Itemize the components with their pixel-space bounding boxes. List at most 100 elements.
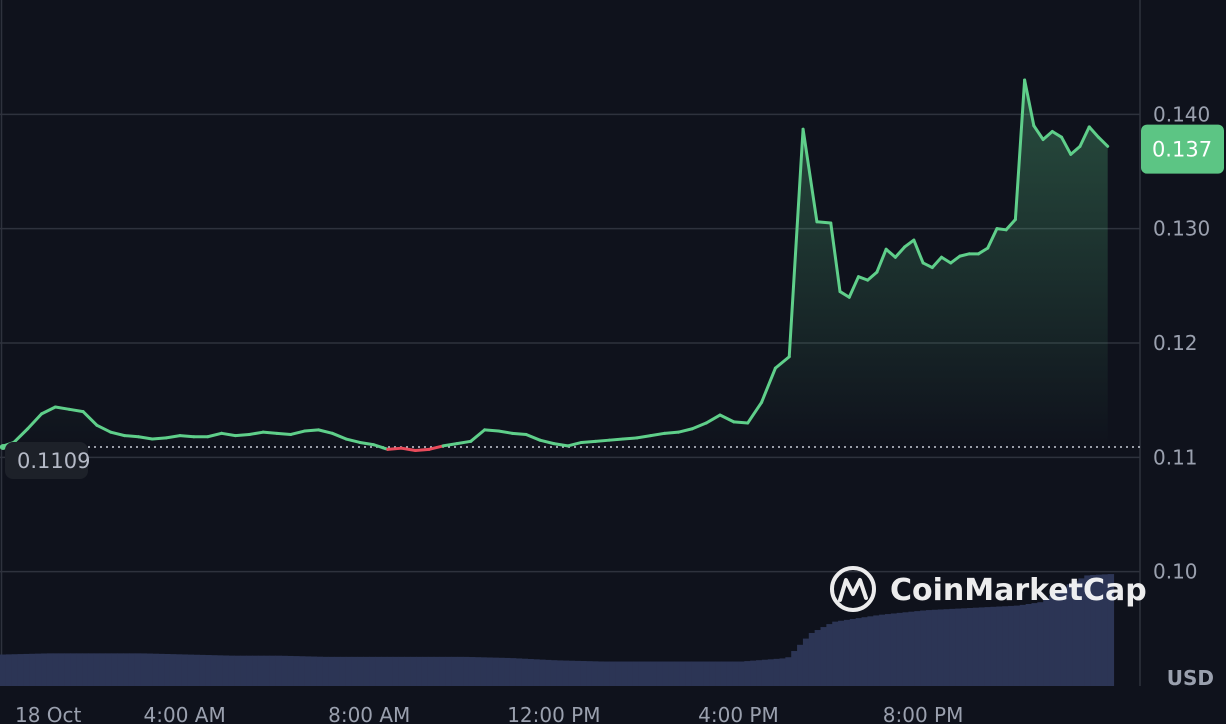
volume-bar <box>715 661 722 686</box>
y-tick-label: 0.130 <box>1153 217 1210 241</box>
volume-bar <box>644 661 652 686</box>
price-segment <box>1004 218 1017 232</box>
volume-bar <box>521 658 529 686</box>
price-segment <box>372 443 390 451</box>
price-segment <box>289 429 307 436</box>
price-segment <box>510 431 528 436</box>
volume-bar <box>615 661 622 686</box>
volume-bar <box>228 655 235 686</box>
price-segment <box>178 434 196 439</box>
volume-bar <box>287 655 294 686</box>
volume-bar <box>17 654 24 686</box>
volume-bar <box>879 614 886 686</box>
price-segment <box>760 366 777 404</box>
volume-bar <box>351 656 359 686</box>
volume-bar <box>427 656 435 686</box>
price-segment <box>538 438 556 446</box>
volume-bar <box>93 653 101 686</box>
price-segment <box>912 238 925 265</box>
volume-bar <box>134 653 142 686</box>
volume-bar <box>791 651 798 686</box>
price-segment <box>663 430 680 435</box>
price-segment <box>787 127 805 359</box>
volume-bar <box>357 656 364 686</box>
volume-bar <box>410 656 417 686</box>
volume-bar <box>334 656 341 686</box>
volume-bar <box>656 661 663 686</box>
volume-bar <box>375 656 382 686</box>
volume-bar <box>1066 584 1074 686</box>
volume-bar <box>732 661 740 686</box>
volume-bar <box>867 616 874 686</box>
volume-bar <box>70 653 77 686</box>
volume-bar <box>363 656 370 686</box>
volume-bar <box>82 653 89 686</box>
x-tick-label: 4:00 AM <box>144 703 226 724</box>
volume-bar <box>632 661 640 686</box>
volume-bar <box>339 656 347 686</box>
price-segment <box>386 446 404 451</box>
price-segment <box>150 436 168 441</box>
volume-bar <box>1107 574 1115 686</box>
volume-bar <box>533 659 540 686</box>
volume-bar <box>263 655 271 686</box>
y-tick-label: 0.10 <box>1153 560 1198 584</box>
price-segment <box>976 246 990 256</box>
y-tick-label: 0.140 <box>1153 102 1210 126</box>
volume-bar <box>193 654 200 686</box>
price-segment <box>247 430 265 436</box>
current-price-badge: 0.137 <box>1141 124 1224 174</box>
volume-bar <box>967 607 974 686</box>
price-segment <box>903 238 916 249</box>
volume-bar <box>843 619 851 686</box>
volume-bar <box>873 615 880 686</box>
y-axis-ticks: 0.10 0.11 0.12 0.130 0.140 <box>1153 102 1210 583</box>
volume-bar <box>515 658 523 686</box>
price-segment <box>67 407 85 414</box>
volume-bar <box>11 654 19 686</box>
volume-bar <box>463 656 470 686</box>
volume-bar <box>838 620 845 686</box>
volume-bar <box>1054 591 1062 686</box>
volume-bar <box>46 653 54 686</box>
grid-lines <box>0 0 1141 686</box>
volume-bar <box>29 653 36 686</box>
volume-bar <box>369 656 376 686</box>
price-segment <box>220 431 237 438</box>
price-segment <box>552 442 570 448</box>
price-segment <box>1078 125 1091 148</box>
volume-bar <box>257 655 265 686</box>
coinmarketcap-logo-icon <box>830 566 876 612</box>
reference-price-label: 0.1109 <box>17 449 90 473</box>
price-segment <box>12 427 30 444</box>
volume-bar <box>884 614 892 686</box>
volume-bar <box>586 661 593 686</box>
price-point <box>0 444 6 451</box>
price-segment <box>893 245 907 259</box>
volume-bar <box>421 656 429 686</box>
volume-bar <box>972 607 980 686</box>
x-tick-label: 12:00 PM <box>507 703 600 724</box>
volume-bar <box>1031 603 1038 686</box>
volume-bar <box>1013 605 1021 686</box>
price-segment <box>358 440 376 447</box>
price-segment <box>164 434 182 440</box>
volume-bar <box>310 656 318 686</box>
volume-bar <box>23 653 30 686</box>
price-segment <box>773 355 791 370</box>
volume-bar <box>1049 595 1056 686</box>
volume-bar <box>761 659 769 686</box>
volume-bar <box>322 656 329 686</box>
price-segment <box>344 437 362 444</box>
volume-bar <box>627 661 634 686</box>
volume-bar <box>252 655 259 686</box>
volume-bar <box>234 655 241 686</box>
volume-bar <box>1043 598 1050 686</box>
volume-bar <box>996 606 1003 686</box>
price-segment <box>413 447 431 452</box>
volume-bar <box>169 654 177 686</box>
volume-bar <box>117 653 124 686</box>
volume-bar <box>398 656 405 686</box>
price-segment <box>829 221 842 294</box>
